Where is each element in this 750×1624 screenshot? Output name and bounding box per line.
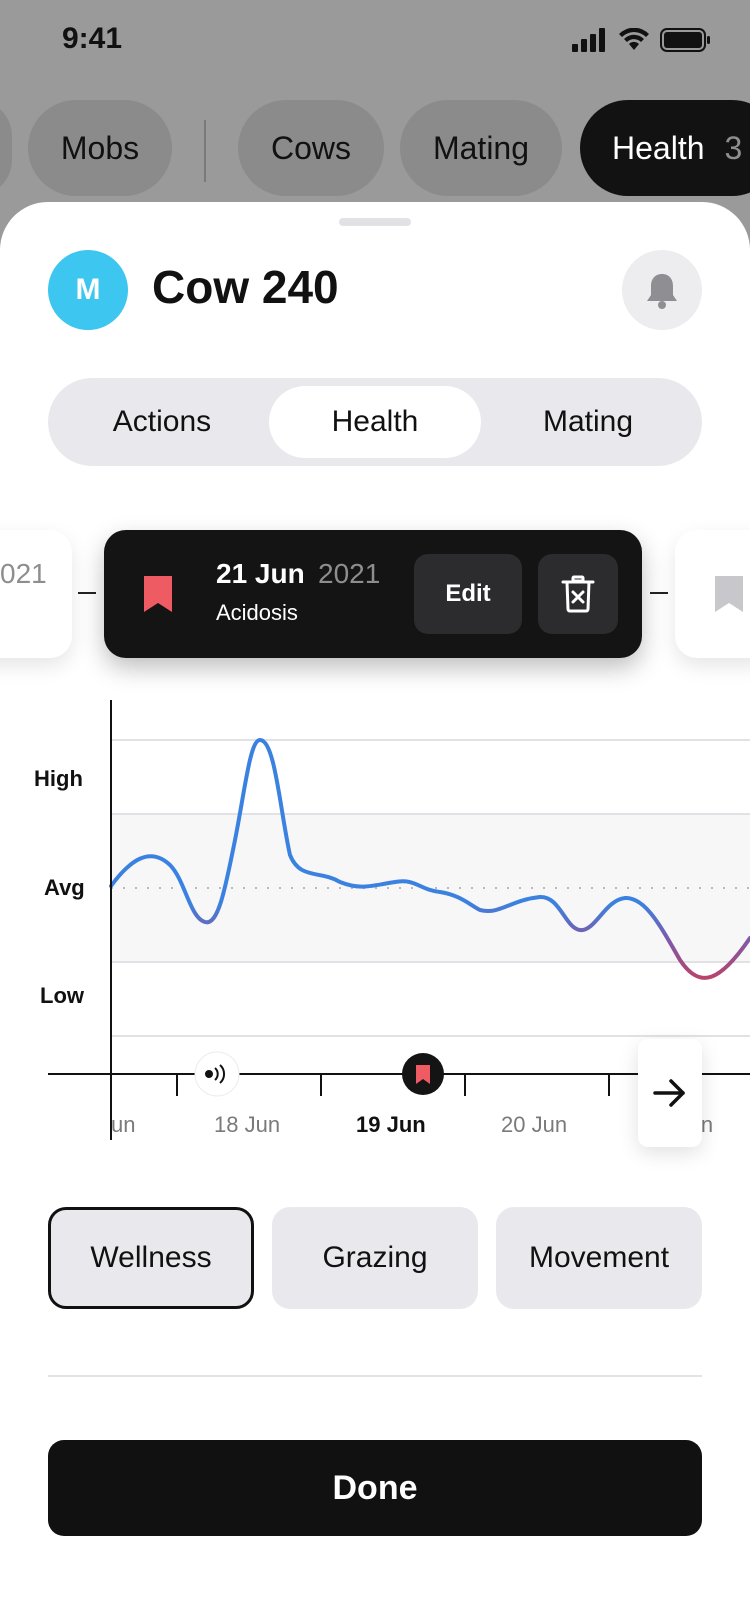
event-name: Acidosis — [216, 600, 298, 625]
cow-detail-sheet: M Cow 240 Actions Health Mating 021 21 J… — [0, 202, 750, 1624]
x-tick-label-selected: 19 Jun — [356, 1112, 426, 1137]
event-date: 21 Jun — [216, 558, 305, 589]
done-button[interactable]: Done — [48, 1440, 702, 1536]
divider — [48, 1375, 702, 1377]
x-tick-label: 20 Jun — [501, 1112, 568, 1137]
metric-tab-wellness[interactable]: Wellness — [48, 1207, 254, 1309]
delete-button[interactable] — [538, 554, 618, 634]
metric-tab-grazing[interactable]: Grazing — [272, 1207, 478, 1309]
sheet-grabber[interactable] — [339, 218, 411, 226]
page-title: Cow 240 — [152, 261, 339, 313]
tab-mating-label: Mating — [542, 405, 634, 438]
event-prev-year: 021 — [0, 558, 47, 589]
pill-mating[interactable]: Mating — [400, 100, 562, 196]
wifi-icon — [619, 28, 649, 50]
metric-tab-movement[interactable]: Movement — [496, 1207, 702, 1309]
edit-button-label: Edit — [445, 580, 491, 607]
event-marker[interactable] — [402, 1053, 444, 1095]
top-filter-pills: Mobs Cows Mating Health 3 — [0, 100, 750, 200]
arrow-right-icon — [653, 1079, 685, 1107]
bookmark-icon — [715, 576, 743, 612]
bell-icon — [647, 274, 677, 309]
status-bar: 9:41 — [0, 0, 750, 90]
x-tick-label: 18 Jun — [214, 1112, 281, 1137]
pill-health-count: 3 — [724, 129, 743, 166]
pill-cows[interactable]: Cows — [238, 100, 384, 196]
edit-button[interactable]: Edit — [414, 554, 522, 634]
event-connector — [650, 592, 668, 594]
event-card-next[interactable] — [675, 530, 750, 658]
notification-button[interactable] — [622, 250, 702, 330]
status-time: 9:41 — [62, 22, 123, 55]
x-tick-label: un — [111, 1112, 136, 1137]
pill-mobs[interactable]: Mobs — [28, 100, 172, 196]
pill-offscreen[interactable] — [0, 100, 12, 196]
y-label-high: High — [34, 766, 83, 791]
metric-tab-wellness-label: Wellness — [90, 1241, 212, 1274]
tab-actions[interactable]: Actions — [56, 386, 268, 458]
tab-actions-label: Actions — [112, 405, 212, 438]
pill-cows-label: Cows — [270, 129, 351, 166]
signal-icon — [572, 28, 605, 52]
pill-health-label: Health — [612, 129, 705, 166]
metric-tab-movement-label: Movement — [528, 1241, 670, 1274]
tab-health-label: Health — [331, 405, 419, 438]
wellness-chart: High Avg Low un 18 Jun 19 Jun 20 Jun 21 … — [0, 700, 750, 1160]
y-label-low: Low — [40, 983, 84, 1008]
event-card-selected[interactable]: 21 Jun 2021 Acidosis Edit — [104, 530, 642, 658]
tab-mating[interactable]: Mating — [482, 386, 694, 458]
activity-marker[interactable] — [194, 1051, 240, 1097]
event-connector — [78, 592, 96, 594]
pill-divider — [204, 120, 206, 182]
y-label-avg: Avg — [44, 875, 85, 900]
pill-mating-label: Mating — [432, 129, 530, 166]
avatar: M — [48, 250, 128, 330]
segmented-tabs: Actions Health Mating — [48, 378, 702, 466]
pill-health[interactable]: Health 3 — [580, 100, 750, 196]
series-line — [109, 737, 750, 980]
battery-icon — [660, 28, 710, 52]
bookmark-icon — [144, 576, 172, 612]
status-icons — [572, 28, 712, 52]
trash-icon — [561, 575, 595, 613]
event-year: 2021 — [318, 558, 381, 589]
pill-mobs-label: Mobs — [60, 129, 140, 166]
next-period-button[interactable] — [638, 1039, 702, 1147]
event-card-prev[interactable]: 021 — [0, 530, 72, 658]
chart-svg — [48, 700, 750, 1140]
done-button-label: Done — [332, 1468, 418, 1507]
metric-tab-grazing-label: Grazing — [322, 1241, 428, 1274]
tab-health[interactable]: Health — [269, 386, 481, 458]
